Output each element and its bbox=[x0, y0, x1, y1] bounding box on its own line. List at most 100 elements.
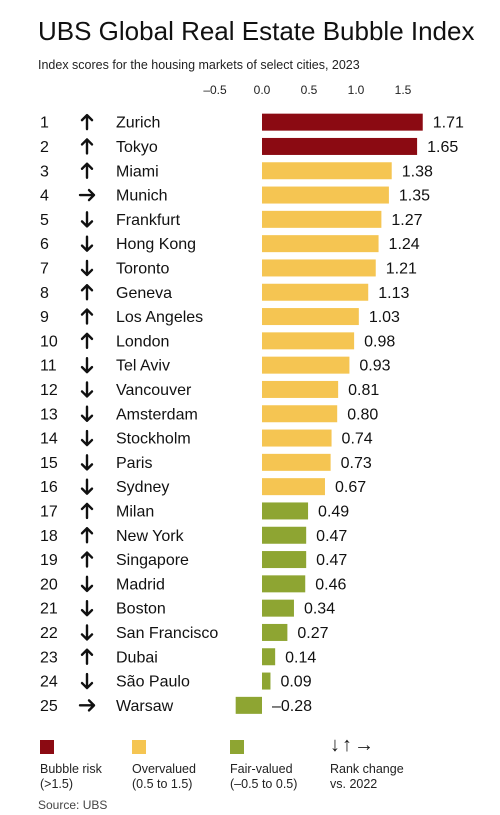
bar-fair bbox=[262, 526, 307, 544]
bar-overvalued bbox=[262, 259, 376, 277]
rank-change-down-arrow-icon bbox=[80, 624, 94, 641]
rank-number: 15 bbox=[40, 455, 58, 472]
bar-fair bbox=[262, 648, 276, 666]
city-label: Warsaw bbox=[116, 698, 174, 715]
bar-overvalued bbox=[262, 356, 350, 374]
bar-overvalued bbox=[262, 308, 359, 326]
city-label: Hong Kong bbox=[116, 236, 196, 253]
bar-overvalued bbox=[262, 332, 355, 350]
rank-change-up-arrow-icon bbox=[80, 332, 94, 350]
rank-change-up-arrow-icon bbox=[80, 308, 94, 325]
rank-change-up-arrow-icon bbox=[80, 113, 94, 131]
rank-number: 6 bbox=[40, 236, 49, 253]
chart-subtitle: Index scores for the housing markets of … bbox=[38, 58, 360, 72]
value-label: 0.34 bbox=[304, 601, 335, 618]
legend-bubble-range: (>1.5) bbox=[40, 777, 74, 791]
bar-overvalued bbox=[262, 453, 331, 471]
rank-number: 18 bbox=[40, 528, 58, 545]
rank-number: 12 bbox=[40, 382, 58, 399]
rank-number: 23 bbox=[40, 649, 58, 666]
bar-bubble bbox=[262, 137, 418, 155]
rank-number: 14 bbox=[40, 431, 58, 448]
value-label: 0.80 bbox=[347, 406, 378, 423]
bar-overvalued bbox=[262, 405, 338, 423]
value-label: 1.03 bbox=[369, 309, 400, 326]
value-label: 0.49 bbox=[318, 503, 349, 520]
bar-overvalued bbox=[262, 429, 332, 447]
rank-change-up-arrow-icon bbox=[80, 162, 94, 179]
value-label: 1.65 bbox=[427, 139, 458, 156]
legend-bubble-label: Bubble risk bbox=[40, 762, 102, 776]
rank-number: 13 bbox=[40, 406, 58, 423]
rank-change-down-arrow-icon bbox=[80, 405, 94, 422]
bar-fair bbox=[262, 599, 294, 617]
rank-change-down-arrow-icon bbox=[80, 454, 94, 471]
city-label: Singapore bbox=[116, 552, 189, 569]
rank-number: 5 bbox=[40, 212, 49, 229]
legend-rank-sub: vs. 2022 bbox=[330, 777, 378, 791]
rank-change-up-arrow-icon bbox=[80, 648, 94, 665]
rank-number: 22 bbox=[40, 625, 58, 642]
city-label: Munich bbox=[116, 188, 168, 205]
rank-change-down-arrow-icon bbox=[80, 381, 94, 398]
city-label: Geneva bbox=[116, 285, 172, 302]
x-tick-label: 1.0 bbox=[348, 83, 365, 97]
bar-fair bbox=[262, 575, 306, 593]
rank-change-up-arrow-icon bbox=[80, 551, 94, 568]
value-label: 1.24 bbox=[389, 236, 420, 253]
bar-fair bbox=[262, 502, 309, 520]
rank-change-down-arrow-icon bbox=[80, 429, 94, 447]
city-label: Frankfurt bbox=[116, 212, 181, 229]
legend-swatch-bubble bbox=[40, 740, 54, 754]
rank-change-up-arrow-icon bbox=[80, 527, 94, 544]
rank-number: 24 bbox=[40, 674, 58, 691]
city-label: Sydney bbox=[116, 479, 169, 496]
bar-bubble bbox=[262, 113, 423, 131]
x-tick-label: 1.5 bbox=[395, 83, 412, 97]
bar-overvalued bbox=[262, 283, 369, 301]
rank-number: 16 bbox=[40, 479, 58, 496]
city-label: Milan bbox=[116, 503, 154, 520]
source-note: Source: UBS bbox=[38, 798, 108, 812]
city-label: Zurich bbox=[116, 115, 160, 132]
rank-change-down-arrow-icon bbox=[80, 259, 94, 277]
bar-overvalued bbox=[262, 162, 392, 180]
rank-change-down-arrow-icon bbox=[80, 211, 94, 228]
city-label: Los Angeles bbox=[116, 309, 203, 326]
rank-number: 17 bbox=[40, 503, 58, 520]
x-tick-label: 0.0 bbox=[254, 83, 271, 97]
city-label: Toronto bbox=[116, 260, 169, 277]
rank-change-down-arrow-icon bbox=[80, 478, 94, 495]
legend-overvalued-range: (0.5 to 1.5) bbox=[132, 777, 193, 791]
rank-number: 9 bbox=[40, 309, 49, 326]
rank-change-down-arrow-icon bbox=[80, 235, 94, 252]
value-label: –0.28 bbox=[272, 698, 312, 715]
rank-change-up-arrow-icon bbox=[80, 138, 94, 155]
value-label: 0.09 bbox=[280, 674, 311, 691]
city-label: Dubai bbox=[116, 649, 158, 666]
rank-change-right-arrow-icon bbox=[78, 699, 96, 712]
rank-number: 4 bbox=[40, 188, 49, 205]
rank-number: 2 bbox=[40, 139, 49, 156]
city-label: San Francisco bbox=[116, 625, 218, 642]
legend-fair-range: (–0.5 to 0.5) bbox=[230, 777, 298, 791]
rank-change-up-arrow-icon bbox=[80, 284, 94, 301]
rank-number: 1 bbox=[40, 115, 49, 132]
city-label: Madrid bbox=[116, 576, 165, 593]
rank-number: 7 bbox=[40, 260, 49, 277]
city-label: Tel Aviv bbox=[116, 358, 170, 375]
rank-number: 8 bbox=[40, 285, 49, 302]
rank-arrows-icon: ↓↑→ bbox=[330, 734, 376, 756]
value-label: 0.46 bbox=[315, 576, 346, 593]
value-label: 0.14 bbox=[285, 649, 316, 666]
city-label: Miami bbox=[116, 163, 159, 180]
value-label: 1.35 bbox=[399, 188, 430, 205]
rank-number: 25 bbox=[40, 698, 58, 715]
legend-overvalued-label: Overvalued bbox=[132, 762, 196, 776]
value-label: 1.27 bbox=[391, 212, 422, 229]
city-label: Boston bbox=[116, 601, 166, 618]
bar-overvalued bbox=[262, 186, 389, 204]
rank-number: 19 bbox=[40, 552, 58, 569]
city-label: London bbox=[116, 333, 169, 350]
value-label: 1.21 bbox=[386, 260, 417, 277]
